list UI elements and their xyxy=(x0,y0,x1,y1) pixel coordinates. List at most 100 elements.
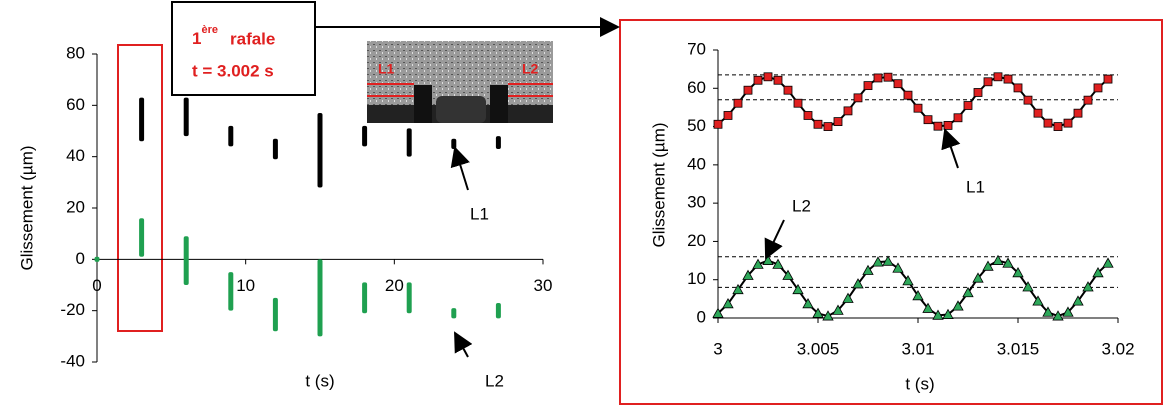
marker xyxy=(803,111,813,120)
marker xyxy=(1093,83,1103,93)
y-tick-label: 70 xyxy=(687,39,706,58)
inset-label: L1 xyxy=(378,61,395,77)
marker xyxy=(822,310,834,321)
y-tick-label: -40 xyxy=(60,351,85,370)
annotation: L2 xyxy=(485,371,504,390)
marker xyxy=(943,121,953,130)
marker xyxy=(782,269,794,280)
y-tick-label: 60 xyxy=(687,78,706,97)
y-tick-label: 0 xyxy=(76,249,85,268)
x-tick-label: 3.015 xyxy=(997,339,1040,358)
annotation: L1 xyxy=(966,177,985,196)
burst-range xyxy=(272,138,278,160)
marker xyxy=(963,101,973,110)
burst-range xyxy=(183,236,189,285)
y-tick-label: 60 xyxy=(66,95,85,114)
marker xyxy=(1082,281,1094,292)
y-tick-label: 80 xyxy=(66,43,85,62)
marker xyxy=(993,72,1003,82)
callout-box xyxy=(171,1,316,96)
y-axis-label: Glissement (µm) xyxy=(17,145,36,270)
burst-range xyxy=(362,125,368,147)
marker xyxy=(873,73,883,83)
x-tick-label: 3.01 xyxy=(901,339,934,358)
annotation-arrow xyxy=(454,331,473,358)
marker xyxy=(902,275,914,286)
callout-time: t = 3.002 s xyxy=(192,61,274,80)
marker xyxy=(1013,83,1023,93)
marker xyxy=(802,298,814,309)
y-tick-label: 20 xyxy=(66,197,85,216)
marker xyxy=(1103,74,1113,84)
burst-range xyxy=(317,113,323,188)
y-tick-label: 20 xyxy=(687,231,706,250)
x-tick-label: 3 xyxy=(713,339,722,358)
marker xyxy=(823,122,833,131)
marker xyxy=(962,286,974,298)
series-line xyxy=(717,259,1109,318)
marker xyxy=(972,272,984,283)
marker xyxy=(1032,295,1044,306)
marker xyxy=(973,88,983,97)
y-tick-label: 30 xyxy=(687,193,706,212)
x-tick-label: 0 xyxy=(92,276,101,295)
burst-range xyxy=(139,218,145,257)
inset-label: L2 xyxy=(522,61,539,77)
burst-range xyxy=(495,302,501,319)
callout-text: rafale xyxy=(230,29,275,48)
marker xyxy=(1092,266,1104,278)
x-tick-label: 30 xyxy=(534,276,553,295)
y-tick-label: 50 xyxy=(687,116,706,135)
marker xyxy=(833,117,843,126)
marker xyxy=(933,121,943,131)
marker xyxy=(762,254,774,265)
y-tick-label: 40 xyxy=(687,154,706,173)
marker xyxy=(992,254,1004,265)
marker xyxy=(1063,118,1073,128)
marker xyxy=(1072,295,1084,306)
burst-range xyxy=(406,282,412,314)
marker xyxy=(763,72,773,82)
callout-line1: 1ère xyxy=(192,24,218,49)
annotation: L2 xyxy=(792,196,811,215)
marker xyxy=(932,309,944,320)
marker xyxy=(1062,306,1074,317)
burst-range xyxy=(495,136,501,149)
marker xyxy=(793,98,803,108)
marker xyxy=(773,75,783,85)
marker xyxy=(853,93,863,103)
x-tick-label: 20 xyxy=(385,276,404,295)
marker xyxy=(722,298,734,309)
marker xyxy=(982,260,994,271)
marker xyxy=(832,304,844,315)
burst-range xyxy=(362,282,368,314)
marker xyxy=(742,269,754,280)
burst-range xyxy=(139,97,145,142)
burst-range xyxy=(183,97,189,137)
marker xyxy=(852,278,864,289)
marker xyxy=(723,111,733,120)
inset-photo: L1 L2 xyxy=(367,41,553,123)
marker xyxy=(1002,257,1014,268)
marker xyxy=(863,81,873,91)
marker xyxy=(843,106,853,116)
marker xyxy=(1003,74,1013,84)
marker xyxy=(783,85,793,95)
burst-range xyxy=(406,128,412,157)
marker xyxy=(913,103,923,113)
marker xyxy=(732,283,744,295)
marker xyxy=(733,98,743,108)
marker xyxy=(1083,95,1093,105)
marker xyxy=(983,77,993,87)
y-tick-label: -20 xyxy=(60,300,85,319)
marker xyxy=(753,75,763,85)
x-axis-label: t (s) xyxy=(905,374,934,393)
marker xyxy=(1012,266,1024,278)
marker xyxy=(1052,310,1064,321)
marker xyxy=(922,302,934,313)
marker xyxy=(1102,257,1114,268)
marker xyxy=(1042,306,1054,317)
marker xyxy=(872,256,884,267)
